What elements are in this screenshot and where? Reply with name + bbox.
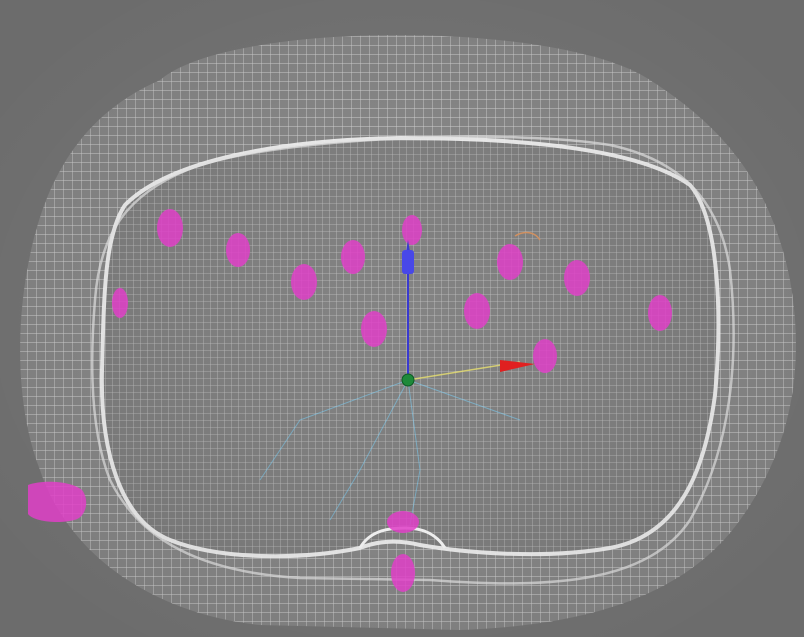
- marker[interactable]: [533, 339, 557, 373]
- marker-set: [28, 209, 672, 592]
- marker[interactable]: [648, 295, 672, 331]
- marker[interactable]: [464, 293, 490, 329]
- marker[interactable]: [391, 554, 415, 592]
- marker[interactable]: [341, 240, 365, 274]
- marker[interactable]: [387, 511, 419, 533]
- marker[interactable]: [497, 244, 523, 280]
- marker[interactable]: [564, 260, 590, 296]
- small-handle[interactable]: [514, 231, 541, 241]
- marker[interactable]: [402, 215, 422, 245]
- marker[interactable]: [112, 288, 128, 318]
- marker[interactable]: [157, 209, 183, 247]
- marker[interactable]: [361, 311, 387, 347]
- marker[interactable]: [226, 233, 250, 267]
- marker[interactable]: [28, 481, 87, 522]
- axis-gizmo[interactable]: [401, 240, 535, 387]
- marker[interactable]: [291, 264, 317, 300]
